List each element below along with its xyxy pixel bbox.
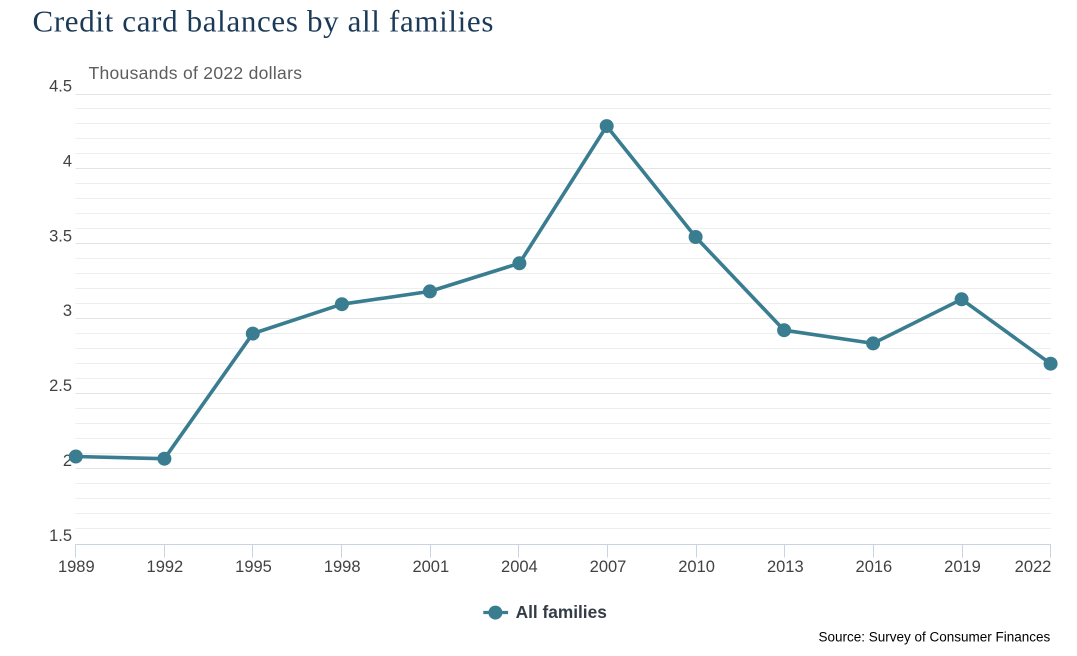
svg-text:2016: 2016 <box>856 558 893 576</box>
svg-text:4.5: 4.5 <box>49 78 72 96</box>
svg-text:All families: All families <box>516 602 607 622</box>
svg-text:2.5: 2.5 <box>49 377 72 395</box>
svg-text:1995: 1995 <box>235 558 272 576</box>
svg-text:2010: 2010 <box>678 558 715 576</box>
svg-text:2019: 2019 <box>944 558 981 576</box>
svg-text:Source: Survey of Consumer Fin: Source: Survey of Consumer Finances <box>818 630 1050 645</box>
svg-text:Credit card balances by all fa: Credit card balances by all families <box>33 4 495 39</box>
svg-text:2004: 2004 <box>501 558 538 576</box>
svg-text:4: 4 <box>63 153 72 171</box>
svg-text:3.5: 3.5 <box>49 227 72 245</box>
svg-text:2013: 2013 <box>767 558 804 576</box>
svg-text:1992: 1992 <box>147 558 184 576</box>
svg-text:3: 3 <box>63 302 72 320</box>
svg-text:2001: 2001 <box>412 558 449 576</box>
svg-text:1998: 1998 <box>324 558 361 576</box>
svg-text:2007: 2007 <box>590 558 627 576</box>
svg-text:Thousands of 2022 dollars: Thousands of 2022 dollars <box>89 63 303 83</box>
svg-text:2022: 2022 <box>1015 558 1052 576</box>
svg-text:1989: 1989 <box>58 558 95 576</box>
svg-text:2: 2 <box>63 452 72 470</box>
svg-text:1.5: 1.5 <box>49 527 72 545</box>
